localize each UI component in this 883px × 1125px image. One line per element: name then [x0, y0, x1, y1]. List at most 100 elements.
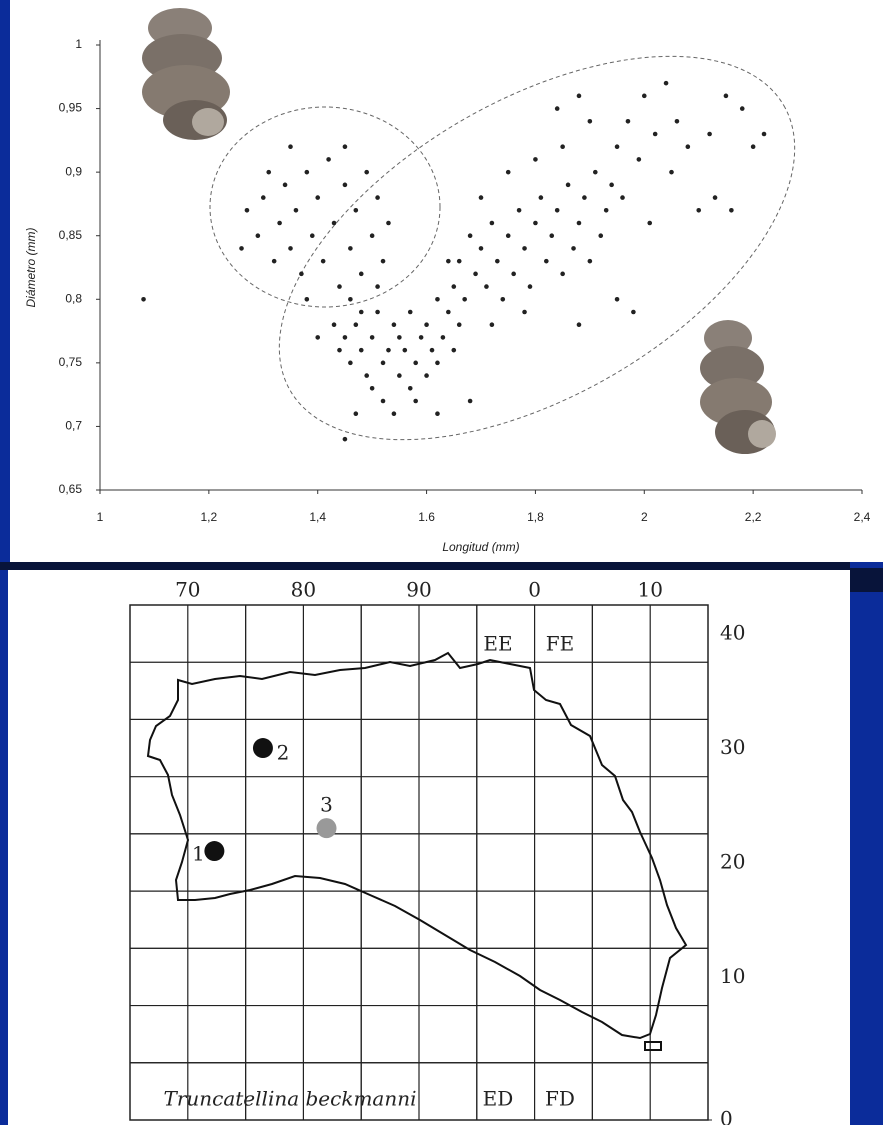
data-point — [446, 309, 451, 315]
data-point — [369, 233, 375, 239]
data-point — [511, 271, 516, 277]
data-point — [358, 271, 364, 277]
site-point — [252, 738, 273, 759]
data-point — [478, 195, 484, 200]
data-point — [293, 207, 299, 213]
data-point — [315, 195, 321, 200]
data-point — [522, 246, 527, 251]
y-tick-label: 0,65 — [59, 482, 83, 496]
data-point — [456, 258, 462, 264]
data-point — [255, 233, 261, 239]
data-point — [424, 373, 429, 378]
data-point — [456, 322, 462, 328]
data-point — [315, 335, 321, 340]
data-point — [560, 271, 565, 277]
data-point — [587, 258, 593, 264]
data-point — [462, 296, 467, 302]
data-point — [288, 144, 293, 150]
data-point — [652, 131, 658, 137]
scatter-chart: 1 1,2 1,4 1.6 1,8 2 2,2 2,4 0,65 0,7 0,75 0,8 0,85 0,… — [24, 8, 871, 554]
data-point — [380, 398, 386, 404]
data-point — [429, 347, 435, 353]
x-tick-label: 1 — [97, 510, 104, 524]
data-point — [402, 347, 408, 353]
data-point — [380, 258, 386, 264]
data-point — [342, 182, 348, 188]
data-point — [723, 93, 729, 99]
data-point — [342, 335, 348, 340]
zone-label: FD — [545, 1087, 575, 1111]
data-point — [593, 169, 598, 175]
species-label: Truncatellina beckmanni — [163, 1087, 416, 1111]
data-point — [641, 93, 647, 99]
data-point — [582, 195, 587, 200]
data-point — [320, 258, 326, 264]
zone-label: ED — [483, 1087, 514, 1111]
data-point — [141, 296, 146, 302]
data-point — [603, 207, 609, 213]
data-point — [239, 246, 244, 251]
map-chart: 70 80 90 0 10 0 10 20 30 40 EE FE ED FD Truncatellina … — [129, 578, 745, 1125]
x-tick-label: 1,8 — [527, 510, 544, 524]
data-point — [489, 322, 495, 328]
data-point — [326, 157, 331, 162]
data-point — [304, 169, 310, 175]
data-point — [358, 309, 364, 315]
data-point — [587, 118, 593, 124]
data-point — [674, 118, 680, 124]
data-point — [620, 195, 625, 200]
x-tick-label: 0 — [528, 578, 541, 602]
data-point — [473, 271, 478, 277]
data-point — [446, 258, 451, 264]
site-point — [204, 841, 225, 862]
y-tick-label: 0,8 — [65, 291, 82, 305]
data-point — [386, 220, 391, 226]
x-tick-label: 1,4 — [309, 510, 326, 524]
data-point — [609, 182, 614, 188]
data-point — [342, 144, 348, 150]
data-point — [560, 144, 565, 150]
data-point — [544, 258, 549, 264]
snail-image — [142, 8, 230, 140]
data-point — [331, 220, 337, 226]
zone-label: EE — [483, 632, 512, 656]
data-point — [484, 284, 489, 289]
data-point — [380, 360, 386, 366]
data-point — [358, 347, 364, 353]
data-point — [435, 296, 440, 302]
data-point — [505, 233, 511, 239]
data-point — [299, 271, 304, 277]
data-point — [342, 436, 348, 442]
data-point — [761, 131, 767, 137]
data-point — [397, 373, 402, 378]
data-point — [391, 411, 397, 417]
data-point — [348, 296, 353, 302]
data-point — [435, 411, 440, 417]
data-point — [685, 144, 691, 150]
data-point — [451, 347, 457, 353]
data-point — [614, 296, 620, 302]
site-label: 2 — [277, 741, 290, 765]
y-tick-label: 0,85 — [59, 228, 83, 242]
x-tick-label: 70 — [175, 578, 200, 602]
data-point — [391, 322, 397, 328]
y-tick-label: 0,95 — [59, 101, 83, 115]
data-point — [369, 385, 375, 391]
y-tick-label: 0,7 — [65, 419, 82, 433]
x-axis-title: Longitud (mm) — [442, 540, 519, 554]
data-point — [631, 309, 636, 315]
data-point — [364, 169, 370, 175]
data-point — [614, 144, 620, 150]
y-tick-label: 40 — [720, 621, 745, 645]
data-point — [750, 144, 756, 150]
site-point — [316, 818, 337, 839]
data-point — [576, 322, 582, 328]
map-panel — [8, 570, 850, 1125]
data-point — [707, 131, 712, 137]
data-point — [712, 195, 718, 200]
data-point — [500, 296, 506, 302]
data-point — [277, 220, 282, 226]
x-tick-label: 10 — [637, 578, 662, 602]
data-point — [375, 195, 380, 200]
x-tick-label: 90 — [406, 578, 431, 602]
